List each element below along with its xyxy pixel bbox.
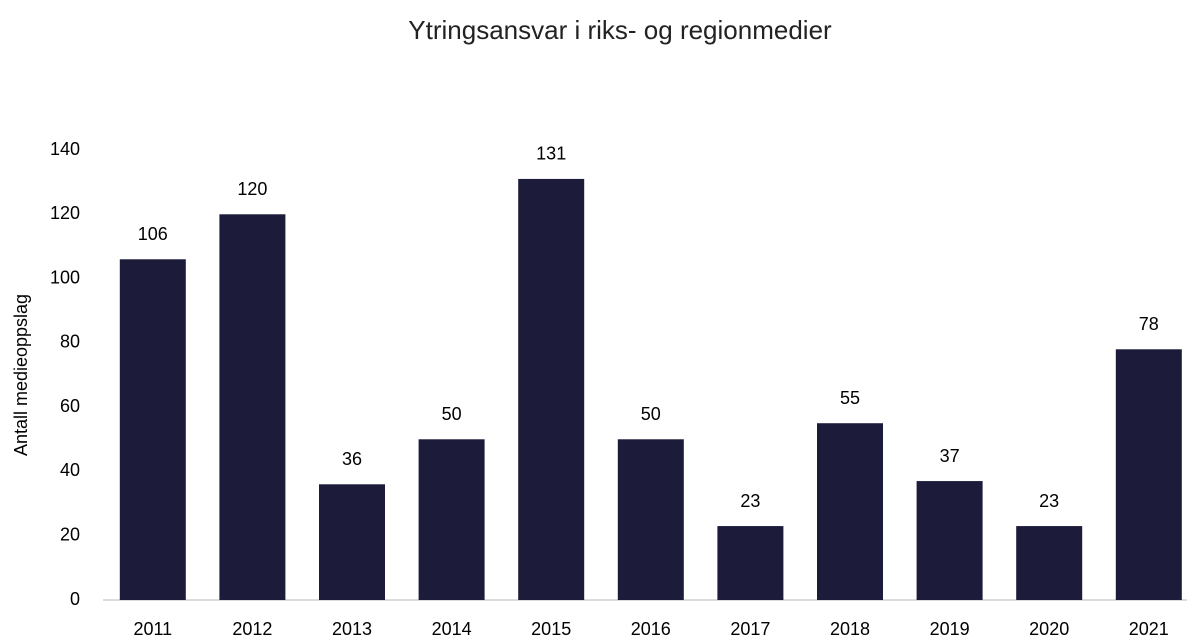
data-label: 78 (1139, 314, 1159, 334)
x-tick-label: 2017 (730, 619, 770, 639)
x-tick-label: 2012 (232, 619, 272, 639)
data-label: 50 (641, 404, 661, 424)
data-label: 36 (342, 449, 362, 469)
x-tick-label: 2021 (1129, 619, 1169, 639)
data-label: 23 (1039, 491, 1059, 511)
y-tick-label: 80 (60, 332, 80, 352)
bar (518, 178, 585, 600)
bar (717, 526, 784, 600)
data-label: 120 (237, 179, 267, 199)
y-axis-label: Antall medieoppslag (11, 294, 31, 456)
x-tick-label: 2016 (631, 619, 671, 639)
x-tick-label: 2015 (531, 619, 571, 639)
x-tick-label: 2018 (830, 619, 870, 639)
y-tick-label: 100 (50, 267, 80, 287)
x-tick-label: 2020 (1029, 619, 1069, 639)
data-label: 23 (740, 491, 760, 511)
x-tick-label: 2014 (432, 619, 472, 639)
y-tick-label: 140 (50, 139, 80, 159)
data-label: 55 (840, 388, 860, 408)
data-label: 106 (138, 224, 168, 244)
data-label: 50 (442, 404, 462, 424)
y-tick-label: 120 (50, 203, 80, 223)
chart-title: Ytringsansvar i riks- og regionmedier (408, 15, 832, 45)
y-tick-label: 0 (70, 589, 80, 609)
data-label: 131 (536, 144, 566, 164)
bar (319, 484, 385, 600)
bar (1016, 526, 1083, 600)
x-tick-label: 2019 (930, 619, 970, 639)
bar (418, 439, 485, 600)
data-label: 37 (940, 446, 960, 466)
bar (617, 439, 684, 600)
bar (219, 214, 286, 601)
bar (916, 481, 983, 600)
bar (817, 423, 883, 600)
x-tick-label: 2013 (332, 619, 372, 639)
y-tick-label: 40 (60, 460, 80, 480)
bar (1115, 349, 1182, 600)
y-tick-label: 20 (60, 524, 80, 544)
bar (119, 259, 186, 600)
y-tick-label: 60 (60, 396, 80, 416)
x-tick-label: 2011 (133, 619, 172, 639)
